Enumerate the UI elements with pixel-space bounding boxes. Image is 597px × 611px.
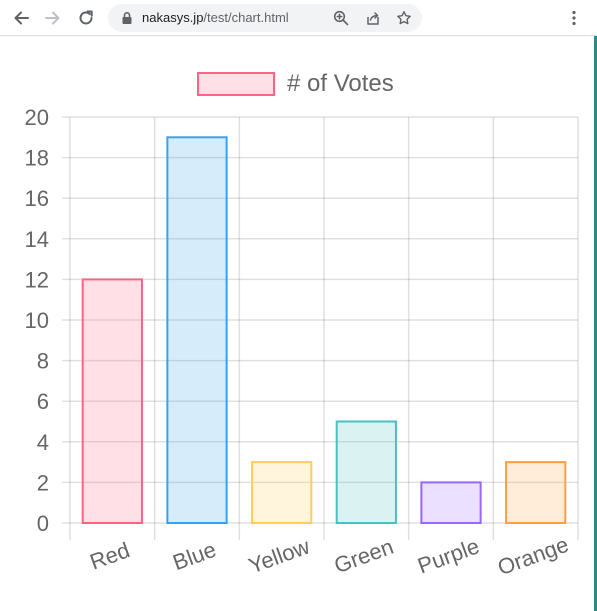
star-icon[interactable] [395,9,413,27]
y-tick-label: 8 [37,349,49,374]
lock-icon[interactable] [120,11,134,25]
address-bar[interactable]: nakasys.jp/test/chart.html [108,4,422,32]
bar-green[interactable] [335,420,397,524]
y-tick-label: 4 [37,430,49,455]
bar-chart: 0 2 4 6 8 10 12 14 16 18 20 Red Blue Yellow Green Purpl… [25,105,579,581]
chart-legend[interactable]: # of Votes [197,71,394,97]
bar-purple[interactable] [420,481,482,524]
y-tick-label: 10 [25,308,49,333]
legend-swatch [197,72,275,96]
url-text[interactable]: nakasys.jp/test/chart.html [142,4,289,32]
legend-label: # of Votes [287,70,394,97]
share-icon[interactable] [364,9,382,27]
x-tick-label: Purple [414,533,482,578]
y-tick-label: 2 [37,470,49,495]
x-tick-label: Orange [494,532,572,581]
y-tick-label: 16 [25,186,49,211]
forward-arrow-icon[interactable] [41,6,65,30]
bar-yellow[interactable] [251,461,313,525]
bar-red[interactable] [81,278,143,524]
y-tick-label: 12 [25,267,49,292]
browser-toolbar: nakasys.jp/test/chart.html [0,0,597,36]
reload-icon[interactable] [74,6,98,30]
x-tick-label: Yellow [245,533,313,578]
back-arrow-icon[interactable] [9,6,33,30]
y-tick-label: 14 [25,227,49,252]
y-tick-label: 6 [37,389,49,414]
chart-area: # of Votes 0 2 4 6 8 10 12 14 16 18 20 Red Blue Yello… [0,36,594,611]
window-edge [594,36,597,611]
y-tick-label: 20 [25,105,49,130]
url-host: nakasys.jp [142,10,204,25]
x-tick-label: Blue [169,537,219,576]
zoom-icon[interactable] [332,9,350,27]
bar-blue[interactable] [166,136,228,525]
x-tick-label: Green [331,534,397,578]
y-tick-label: 0 [37,511,49,536]
url-path: /test/chart.html [203,10,289,25]
x-tick-label: Red [87,537,133,574]
kebab-menu-icon[interactable] [562,6,586,30]
bar-orange[interactable] [505,461,567,525]
y-tick-label: 18 [25,146,49,171]
